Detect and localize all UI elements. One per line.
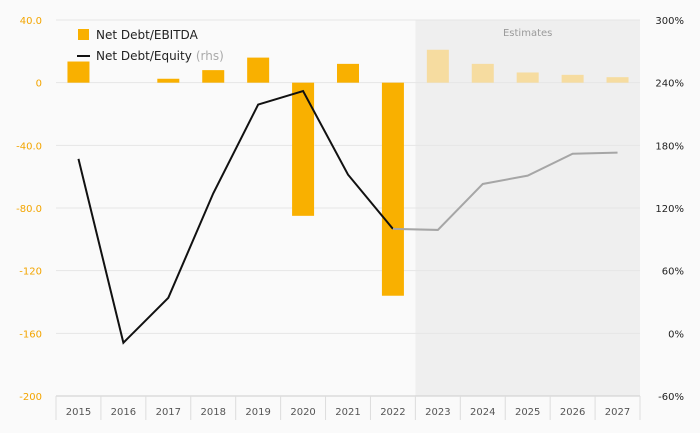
right-tick-label: 60% [662,267,684,278]
bar-2019 [247,57,270,83]
x-tick-label: 2016 [111,407,136,418]
right-tick-label: 0% [668,329,684,340]
x-tick-label: 2024 [470,407,495,418]
legend-line-name: Net Debt/Equity [96,49,192,63]
x-tick-label: 2026 [560,407,585,418]
legend-line-suffix: (rhs) [196,49,224,63]
x-tick-label: 2025 [515,407,540,418]
right-tick-label: 300% [655,16,684,27]
x-tick-label: 2015 [66,407,91,418]
bar-2017 [157,78,180,83]
bar-2020 [292,82,315,216]
x-tick-label: 2027 [605,407,630,418]
right-tick-label: 120% [655,204,684,215]
legend-bar-swatch [78,29,89,40]
x-tick-label: 2022 [380,407,405,418]
right-tick-label: -60% [658,392,684,403]
bar-2023 [426,49,449,83]
bar-series [67,49,629,296]
legend-line-label: Net Debt/Equity (rhs) [96,49,224,63]
x-tick-label: 2020 [290,407,315,418]
left-tick-label: -160 [19,329,42,340]
x-tick-label: 2021 [335,407,360,418]
bar-2026 [561,74,584,83]
right-axis: 300% 240% 180% 120% 60% 0% -60% [655,16,684,403]
estimates-label: Estimates [503,28,552,39]
legend: Net Debt/EBITDA Net Debt/Equity (rhs) [77,28,224,63]
left-tick-label: 40.0 [20,16,42,27]
left-tick-label: -80.0 [16,204,42,215]
x-tick-label: 2018 [201,407,226,418]
bar-2022 [381,82,404,296]
right-tick-label: 240% [655,79,684,90]
bar-2027 [606,77,629,83]
right-tick-label: 180% [655,141,684,152]
x-tick-label: 2017 [156,407,181,418]
left-axis: 40.0 0 -40.0 -80.0 -120 -160 -200 [16,16,42,403]
bar-2015 [67,61,90,83]
left-tick-label: -120 [19,267,42,278]
bar-2021 [337,63,359,83]
left-tick-label: -200 [19,392,42,403]
bar-2025 [516,72,539,83]
left-tick-label: -40.0 [16,141,42,152]
line-actual [77,89,394,345]
line-series [77,89,618,345]
x-tick-label: 2019 [245,407,270,418]
x-axis: 2015 2016 2017 2018 2019 2020 2021 2022 2023 2024… [55,395,641,420]
x-tick-label: 2023 [425,407,450,418]
bar-2018 [202,70,225,83]
bar-2024 [471,63,494,83]
line-estimate [392,151,618,231]
left-tick-label: 0 [36,79,42,90]
legend-bar-label: Net Debt/EBITDA [96,28,199,42]
